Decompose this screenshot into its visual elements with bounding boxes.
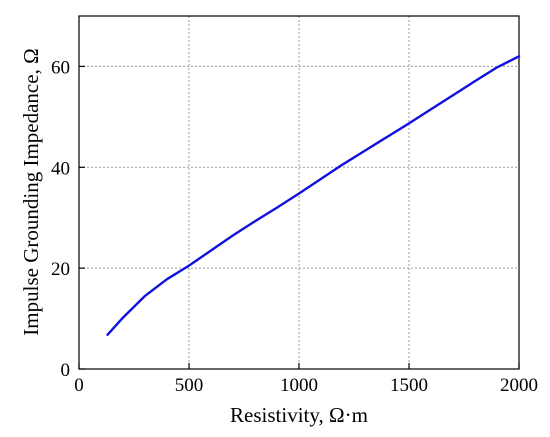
x-tick-label: 0	[74, 375, 84, 396]
x-axis-title: Resistivity, Ω·m	[230, 403, 368, 427]
x-tick-label: 1500	[390, 375, 428, 396]
y-tick-label: 20	[51, 259, 70, 280]
y-tick-labels: 0 20 40 60	[51, 57, 70, 381]
axis-ticks	[78, 65, 520, 370]
y-tick-label: 60	[51, 57, 70, 78]
y-tick-label: 0	[61, 360, 71, 381]
series-line	[106, 55, 521, 336]
y-tick-label: 40	[51, 158, 70, 179]
y-axis-title: Impulse Grounding Impedance, Ω	[19, 48, 43, 335]
x-tick-label: 500	[175, 375, 204, 396]
x-tick-labels: 0 500 1000 1500 2000	[74, 375, 538, 396]
x-tick-label: 1000	[280, 375, 318, 396]
x-tick-label: 2000	[500, 375, 538, 396]
series-group	[106, 55, 521, 336]
